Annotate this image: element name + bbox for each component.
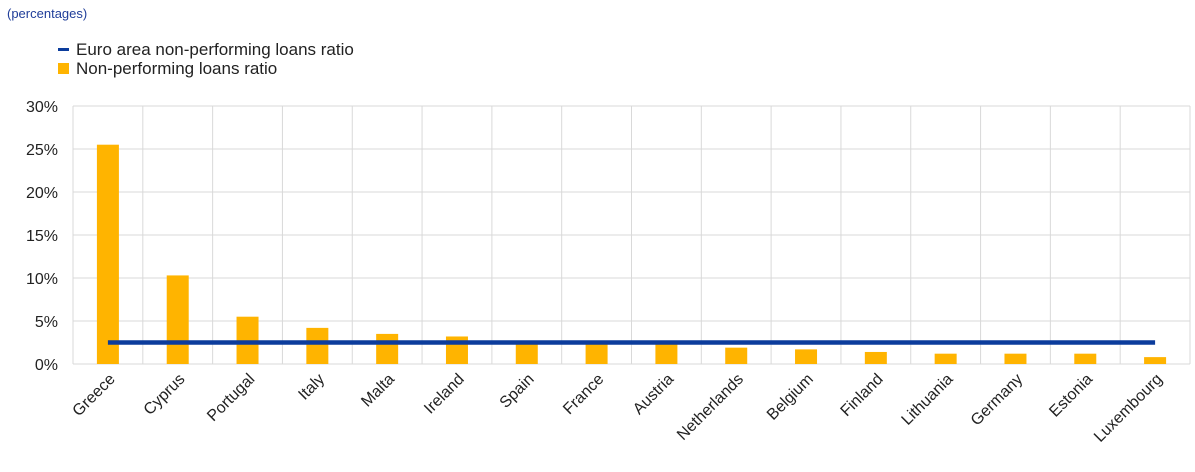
- x-tick-label-ireland: Ireland: [421, 371, 468, 418]
- y-tick-label: 10%: [26, 271, 58, 288]
- bar-italy: [306, 327, 329, 364]
- legend-label-npl-ratio: Non-performing loans ratio: [76, 59, 278, 78]
- y-tick-label: 0%: [35, 357, 58, 374]
- x-tick-label-finland: Finland: [838, 371, 887, 420]
- x-tick-label-belgium: Belgium: [764, 371, 817, 424]
- x-tick-label-italy: Italy: [295, 371, 328, 404]
- bar-germany: [1004, 353, 1027, 364]
- legend-label-euro-area: Euro area non-performing loans ratio: [76, 40, 354, 59]
- legend-item-npl-ratio: Non-performing loans ratio: [58, 59, 354, 78]
- bar-spain: [515, 342, 538, 364]
- chart-subtitle: (percentages): [7, 6, 88, 21]
- legend: Euro area non-performing loans ratio Non…: [58, 40, 354, 78]
- x-tick-label-malta: Malta: [358, 371, 398, 411]
- legend-line-swatch: [58, 48, 69, 51]
- y-tick-label: 25%: [26, 142, 58, 159]
- y-tick-label: 5%: [35, 314, 58, 331]
- bar-belgium: [795, 349, 818, 364]
- bar-luxembourg: [1144, 357, 1167, 364]
- y-tick-label: 20%: [26, 185, 58, 202]
- y-tick-label: 15%: [26, 228, 58, 245]
- bar-finland: [864, 351, 887, 364]
- x-tick-label-luxembourg: Luxembourg: [1091, 371, 1166, 446]
- x-tick-label-germany: Germany: [968, 371, 1027, 430]
- x-tick-label-netherlands: Netherlands: [674, 371, 747, 444]
- bar-netherlands: [725, 347, 748, 364]
- x-tick-label-cyprus: Cyprus: [141, 371, 189, 419]
- y-tick-label: 30%: [26, 99, 58, 116]
- bar-greece: [96, 144, 119, 364]
- bar-france: [585, 342, 608, 364]
- x-tick-label-estonia: Estonia: [1046, 371, 1096, 421]
- x-tick-label-portugal: Portugal: [204, 371, 258, 425]
- x-tick-label-spain: Spain: [497, 371, 538, 412]
- x-tick-label-greece: Greece: [70, 371, 119, 420]
- bar-lithuania: [934, 353, 957, 364]
- x-tick-label-lithuania: Lithuania: [899, 371, 957, 429]
- bar-austria: [655, 344, 678, 364]
- legend-item-euro-area: Euro area non-performing loans ratio: [58, 40, 354, 59]
- x-tick-label-france: France: [560, 371, 607, 418]
- bar-malta: [376, 333, 399, 364]
- bar-cyprus: [166, 275, 189, 364]
- bar-estonia: [1074, 353, 1097, 364]
- legend-bar-swatch: [58, 63, 69, 74]
- x-tick-label-austria: Austria: [630, 371, 677, 418]
